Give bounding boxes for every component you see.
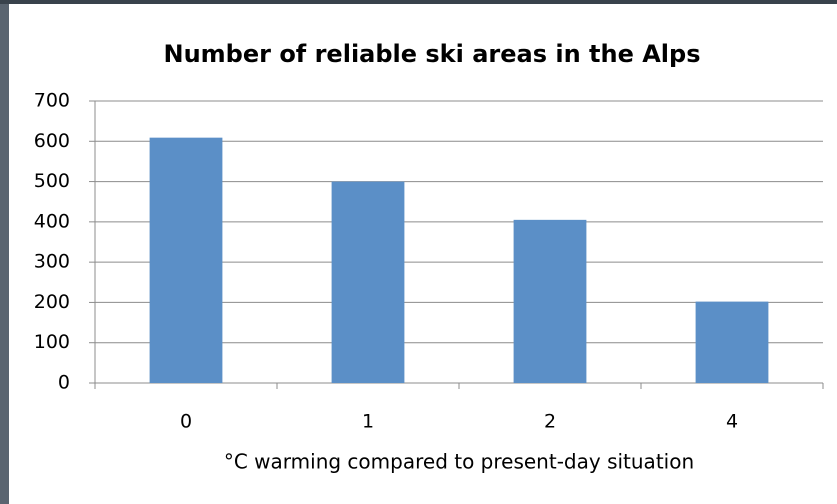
background [0, 0, 837, 504]
x-tick-label: 0 [180, 411, 192, 433]
bar [332, 182, 405, 383]
top-edge [0, 0, 837, 4]
y-tick-label: 100 [34, 331, 70, 353]
y-tick-label: 0 [58, 372, 70, 394]
page: Number of reliable ski areas in the Alps… [0, 0, 837, 504]
x-tick-label: 4 [726, 411, 738, 433]
x-tick-label: 2 [544, 411, 556, 433]
y-tick-label: 600 [34, 130, 70, 152]
bar [150, 138, 223, 383]
y-tick-label: 700 [34, 90, 70, 112]
chart-title: Number of reliable ski areas in the Alps [163, 40, 700, 68]
left-edge [0, 0, 9, 504]
x-tick-label: 1 [362, 411, 374, 433]
chart: Number of reliable ski areas in the Alps… [0, 0, 837, 504]
bar [514, 220, 587, 383]
bar [696, 302, 769, 383]
y-tick-label: 500 [34, 170, 70, 192]
y-tick-label: 200 [34, 291, 70, 313]
x-axis-label: °C warming compared to present-day situa… [224, 450, 694, 474]
y-tick-label: 400 [34, 210, 70, 232]
y-tick-label: 300 [34, 251, 70, 273]
